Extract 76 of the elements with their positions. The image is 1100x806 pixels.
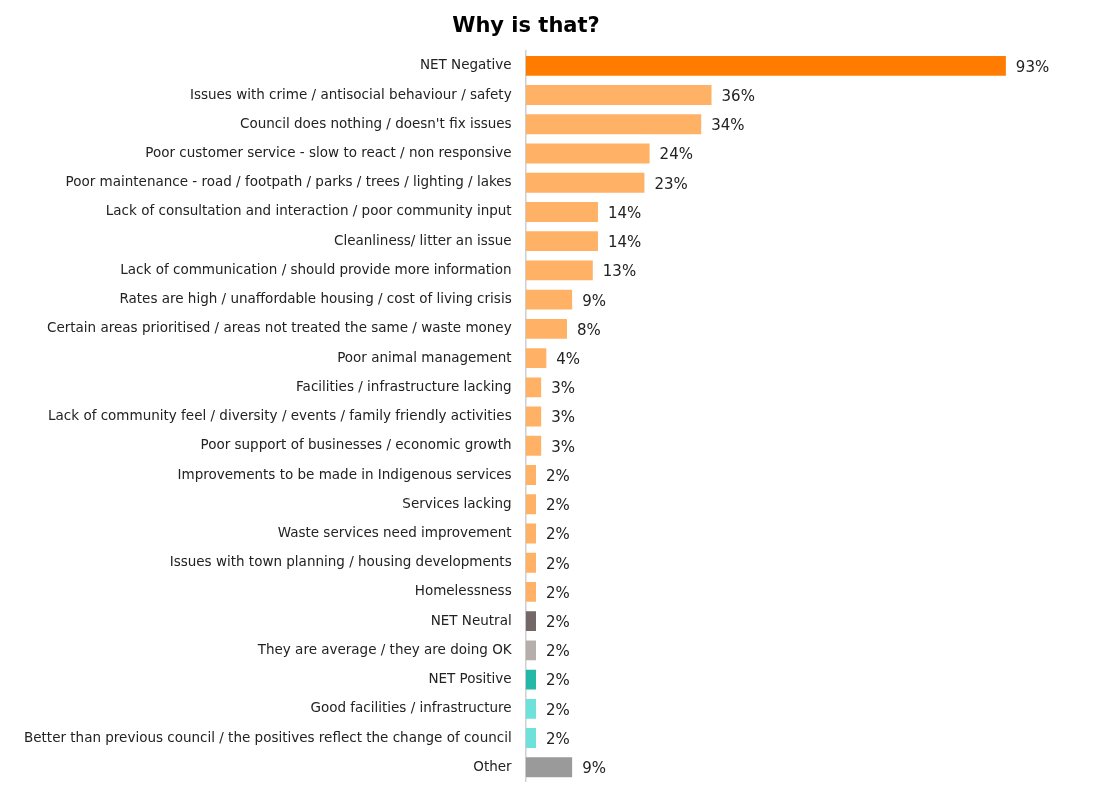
bar	[525, 581, 536, 602]
bar	[525, 611, 536, 632]
data-label: 3%	[551, 437, 575, 456]
y-tick-label: Homelessness	[414, 582, 512, 599]
y-tick-label: Services lacking	[402, 494, 512, 511]
y-tick-label: Council does nothing / doesn't fix issues	[240, 114, 512, 131]
bar	[525, 114, 702, 135]
y-tick-label: They are average / they are doing OK	[256, 640, 513, 657]
data-label: 2%	[545, 671, 570, 690]
y-tick-label: Lack of consultation and interaction / poor community input	[105, 202, 512, 219]
bar	[525, 406, 542, 427]
bar	[525, 552, 536, 573]
bar	[525, 143, 650, 164]
y-tick-label: Issues with town planning / housing developments	[169, 553, 512, 570]
data-label: 14%	[607, 233, 642, 252]
bar	[525, 494, 536, 515]
data-label: 4%	[556, 349, 581, 368]
bar	[525, 231, 598, 252]
bar	[525, 202, 598, 222]
bar	[525, 465, 536, 485]
y-tick-label: Poor maintenance - road / footpath / parks / trees / lighting / lakes	[65, 173, 512, 190]
chart-title: Why is that?	[452, 13, 600, 38]
data-label: 2%	[545, 729, 570, 748]
data-label: 14%	[607, 203, 642, 222]
data-label: 34%	[711, 116, 745, 135]
data-label: 2%	[545, 700, 570, 719]
y-tick-label: Lack of communication / should provide more information	[120, 260, 512, 277]
data-label: 9%	[582, 291, 606, 310]
data-label: 24%	[659, 145, 693, 164]
bar	[525, 260, 593, 281]
bar	[525, 757, 573, 778]
data-label: 36%	[721, 86, 755, 105]
bar	[525, 640, 536, 661]
y-tick-label: Cleanliness/ litter an issue	[334, 231, 512, 248]
y-tick-label: Lack of community feel / diversity / events / family friendly activities	[48, 407, 512, 424]
data-label: 2%	[545, 496, 570, 515]
y-tick-label: NET Neutral	[430, 611, 512, 628]
bar	[525, 348, 547, 369]
data-label: 8%	[576, 320, 601, 339]
y-tick-label: Rates are high / unaffordable housing / cost of living crisis	[119, 290, 512, 307]
y-tick-label: Other	[473, 757, 513, 774]
y-tick-label: Poor customer service - slow to react / non responsive	[145, 144, 512, 160]
bar	[525, 289, 573, 310]
data-label: 23%	[654, 174, 688, 193]
bar	[525, 85, 712, 105]
y-tick-label: Good facilities / infrastructure	[310, 699, 512, 716]
y-tick-label: Waste services need improvement	[277, 523, 512, 540]
data-label: 3%	[551, 379, 575, 398]
bar	[525, 669, 536, 690]
y-tick-label: Certain areas prioritised / areas not treated the same / waste money	[47, 319, 512, 336]
data-label: 2%	[545, 525, 570, 544]
data-label: 9%	[582, 759, 606, 778]
bar	[525, 377, 542, 398]
y-tick-label: Facilities / infrastructure lacking	[296, 377, 512, 394]
y-tick-label: Issues with crime / antisocial behaviour / safety	[189, 85, 512, 102]
data-label: 2%	[545, 466, 570, 485]
y-tick-label: Improvements to be made in Indigenous services	[177, 465, 512, 482]
y-tick-label: Better than previous council / the positives reflect the change of council	[24, 728, 512, 745]
bar	[525, 318, 567, 339]
y-tick-label: Poor animal management	[337, 348, 512, 365]
data-label: 2%	[545, 613, 570, 632]
y-tick-label: NET Positive	[428, 670, 512, 687]
data-label: 93%	[1015, 57, 1050, 76]
bar	[525, 435, 542, 456]
data-label: 13%	[602, 262, 637, 281]
data-label: 2%	[545, 642, 570, 661]
y-tick-label: Poor support of businesses / economic growth	[200, 436, 512, 453]
y-tick-label: NET Negative	[419, 56, 512, 73]
bar	[525, 523, 536, 544]
bar	[525, 55, 1006, 76]
bar	[525, 698, 536, 719]
bar	[525, 728, 536, 748]
bar	[525, 172, 645, 193]
data-label: 2%	[545, 583, 570, 602]
data-label: 2%	[545, 554, 570, 573]
data-label: 3%	[551, 408, 575, 427]
